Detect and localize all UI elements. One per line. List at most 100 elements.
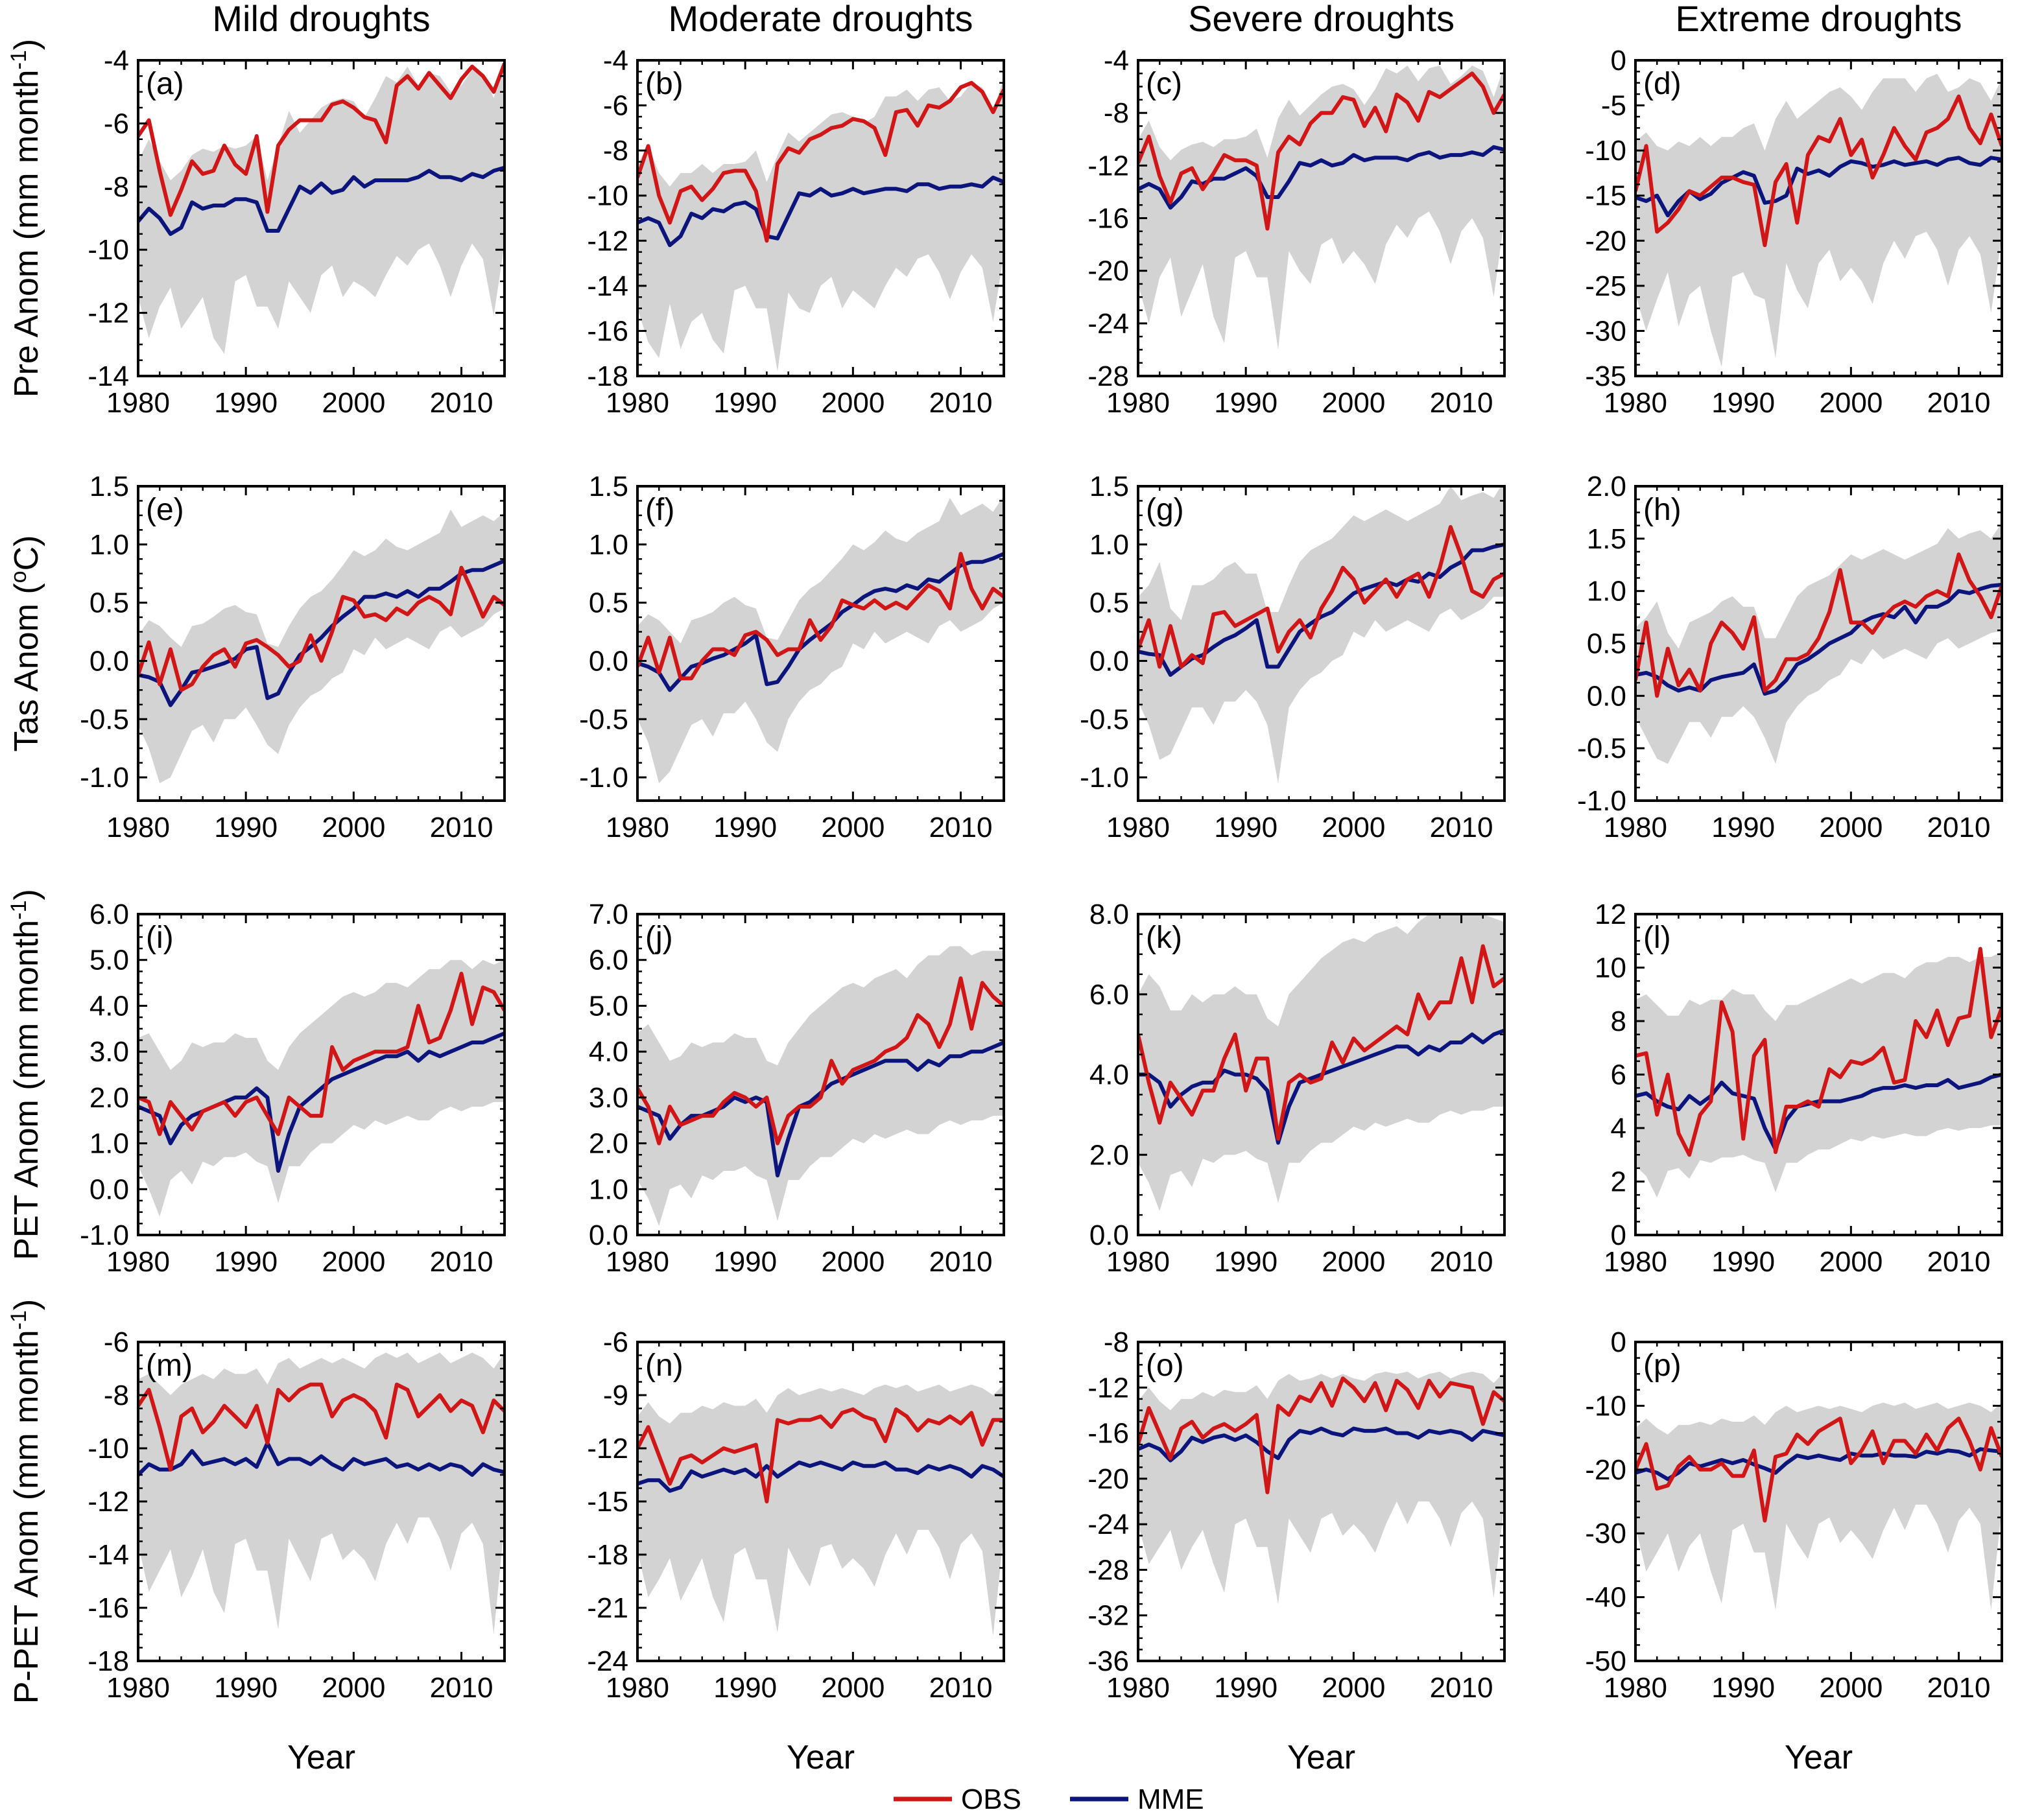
- y-tick-label: -8: [104, 171, 129, 203]
- x-tick-label: 2000: [1322, 812, 1385, 843]
- panel-tag: (d): [1643, 67, 1682, 101]
- obs-series-line: [637, 552, 1004, 681]
- y-tick-label: -1.0: [1577, 785, 1626, 817]
- y-tick-label: 2.0: [589, 1128, 628, 1160]
- y-tick-label: -30: [1585, 315, 1626, 347]
- legend-label: OBS: [961, 1783, 1021, 1812]
- x-tick-label: 1980: [1106, 1672, 1170, 1704]
- y-tick-label: -9: [603, 1380, 628, 1411]
- spread-band: [138, 509, 505, 784]
- x-tick-label: 1980: [1604, 387, 1667, 419]
- y-tick-label: -10: [88, 1433, 129, 1465]
- y-tick-label: -14: [88, 360, 129, 392]
- x-tick-label: 1990: [1214, 1672, 1278, 1704]
- y-tick-label: -18: [587, 360, 628, 392]
- plot-area: [138, 60, 505, 354]
- y-tick-label: -21: [587, 1592, 628, 1624]
- plot-frame: [1137, 485, 1506, 802]
- legend-label: MME: [1137, 1783, 1204, 1812]
- row-label-sup: o: [6, 571, 31, 583]
- row-label-sup: -1: [6, 50, 31, 69]
- plot-area: [1635, 1402, 2002, 1610]
- y-tick-label: -16: [1087, 203, 1129, 235]
- mme-series-line: [138, 165, 505, 236]
- x-axis-label: Year: [787, 1739, 855, 1776]
- panel: -36 -32 -28 -24 -20 -16 -12 -8 1980 1990 2000 2010 (…: [1087, 1326, 1506, 1704]
- plot-area: [637, 1384, 1004, 1636]
- y-tick-label: -36: [1087, 1645, 1129, 1677]
- y-tick-label: -14: [88, 1539, 129, 1571]
- y-tick-label: 6.0: [589, 945, 628, 976]
- obs-series-line: [1635, 552, 2002, 698]
- spread-band: [1635, 73, 2002, 368]
- x-tick-label: 1980: [106, 387, 170, 419]
- y-tick-label: 1.0: [589, 1173, 628, 1205]
- x-tick-label: 1990: [1711, 812, 1775, 843]
- y-tick-label: -1.0: [579, 762, 628, 794]
- mme-series-line: [138, 1441, 505, 1477]
- y-tick-label: -16: [587, 315, 628, 347]
- y-tick-label: 0.0: [89, 1173, 129, 1205]
- spread-band: [637, 78, 1004, 372]
- y-tick-label: -50: [1585, 1645, 1626, 1677]
- x-tick-label: 2010: [1927, 812, 1991, 843]
- y-tick-label: 0.5: [1089, 587, 1129, 619]
- y-tick-label: -12: [587, 225, 628, 257]
- x-tick-label: 2010: [1430, 1672, 1493, 1704]
- y-tick-label: 0.0: [1587, 680, 1626, 712]
- y-tick-label: 0.0: [89, 645, 129, 677]
- row-label-sup: -1: [6, 900, 31, 920]
- x-tick-label: 2010: [1927, 1246, 1991, 1278]
- y-tick-label: 7.0: [589, 899, 628, 930]
- y-tick-label: -0.5: [579, 703, 628, 735]
- x-tick-label: 2010: [430, 1672, 493, 1704]
- obs-series-line: [637, 976, 1004, 1146]
- row-label: Tas Anom (oC): [6, 535, 45, 752]
- panel: -1.0 -0.5 0.0 0.5 1.0 1.5 1980 1990 2000 2010 (f): [579, 471, 1005, 843]
- y-tick-label: -24: [1087, 1509, 1129, 1540]
- y-tick-label: 2.0: [1587, 471, 1626, 502]
- obs-series-line: [138, 971, 505, 1136]
- spread-band: [1635, 523, 2002, 764]
- y-tick-label: -4: [104, 45, 129, 76]
- y-tick-label: -20: [1087, 1463, 1129, 1495]
- row-labels: Pre Anom (mm month-1) Tas Anom (oC) PET An…: [6, 39, 45, 1704]
- y-tick-label: 1.0: [589, 529, 628, 561]
- row-label: Pre Anom (mm month-1): [6, 39, 45, 397]
- row-label: P-PET Anom (mm month-1): [6, 1299, 45, 1704]
- spread-band: [138, 60, 505, 354]
- y-tick-label: -4: [1104, 45, 1129, 76]
- y-tick-label: 8: [1611, 1006, 1626, 1037]
- panel: -50 -40 -30 -20 -10 0 1980 1990 2000 2010 (p): [1585, 1326, 2003, 1704]
- panel-tag: (p): [1643, 1348, 1682, 1383]
- plot-area: [1138, 486, 1504, 784]
- y-tick-label: 1.5: [89, 471, 129, 502]
- x-axis-label: Year: [1785, 1739, 1853, 1776]
- x-tick-label: 2000: [821, 1672, 885, 1704]
- x-tick-label: 1980: [606, 387, 669, 419]
- y-tick-label: 1.0: [89, 1128, 129, 1160]
- plot-frame: [636, 485, 1005, 802]
- x-tick-label: 1990: [1711, 387, 1775, 419]
- row-label-main: PET Anom (mm month: [8, 920, 45, 1260]
- y-tick-label: -25: [1585, 270, 1626, 302]
- spread-band: [1138, 1371, 1504, 1605]
- panel-tag: (b): [645, 67, 683, 101]
- x-axis-label: Year: [287, 1739, 355, 1776]
- y-tick-label: -35: [1585, 360, 1626, 392]
- x-tick-label: 2000: [322, 812, 385, 843]
- plot-area: [138, 959, 505, 1217]
- obs-series-line: [1138, 71, 1504, 231]
- y-tick-label: 4: [1611, 1112, 1626, 1144]
- y-tick-label: 6: [1611, 1059, 1626, 1091]
- panel-tag: (h): [1643, 493, 1682, 527]
- y-tick-label: -16: [1087, 1418, 1129, 1450]
- x-tick-label: 2000: [322, 387, 385, 419]
- row-label-main: Pre Anom (mm month: [8, 69, 45, 397]
- x-tick-label: 1990: [1214, 387, 1278, 419]
- y-tick-label: 1.0: [89, 529, 129, 561]
- y-tick-label: 2.0: [1089, 1139, 1129, 1171]
- y-tick-label: 0: [1611, 45, 1626, 76]
- x-tick-label: 1980: [1106, 387, 1170, 419]
- panel-tag: (o): [1146, 1348, 1184, 1383]
